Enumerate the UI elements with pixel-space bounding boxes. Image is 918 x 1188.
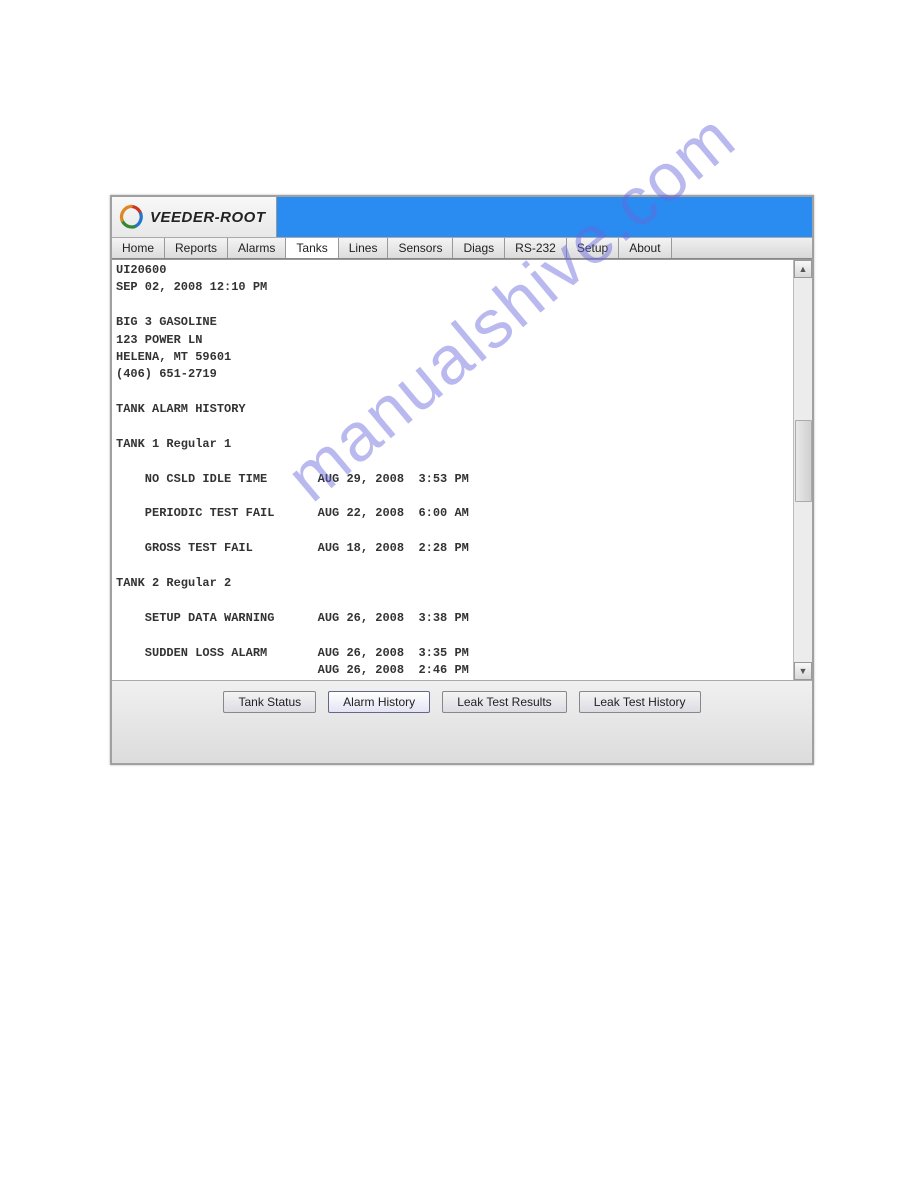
tab-lines[interactable]: Lines xyxy=(339,238,389,258)
tab-setup[interactable]: Setup xyxy=(567,238,619,258)
veeder-root-logo-icon xyxy=(118,204,144,230)
action-button-bar: Tank Status Alarm History Leak Test Result… xyxy=(112,680,812,763)
titlebar: VEEDER-ROOT xyxy=(112,197,812,237)
tab-diags[interactable]: Diags xyxy=(453,238,505,258)
logo-area: VEEDER-ROOT xyxy=(112,197,277,237)
tab-reports[interactable]: Reports xyxy=(165,238,228,258)
leak-test-results-button[interactable]: Leak Test Results xyxy=(442,691,567,713)
leak-test-history-button[interactable]: Leak Test History xyxy=(579,691,701,713)
tab-about[interactable]: About xyxy=(619,238,671,258)
tab-home[interactable]: Home xyxy=(112,238,165,258)
tab-alarms[interactable]: Alarms xyxy=(228,238,286,258)
alarm-history-button[interactable]: Alarm History xyxy=(328,691,430,713)
tab-tanks[interactable]: Tanks xyxy=(286,238,338,258)
app-window: VEEDER-ROOT HomeReportsAlarmsTanksLinesS… xyxy=(110,195,814,765)
report-content: UI20600 SEP 02, 2008 12:10 PM BIG 3 GASO… xyxy=(112,260,793,680)
content-wrap: UI20600 SEP 02, 2008 12:10 PM BIG 3 GASO… xyxy=(112,259,812,680)
scroll-down-icon[interactable]: ▼ xyxy=(794,662,812,680)
scroll-up-icon[interactable]: ▲ xyxy=(794,260,812,278)
tabbar: HomeReportsAlarmsTanksLinesSensorsDiagsR… xyxy=(112,237,812,259)
tank-status-button[interactable]: Tank Status xyxy=(223,691,316,713)
brand-text: VEEDER-ROOT xyxy=(150,209,266,226)
tab-rs232[interactable]: RS-232 xyxy=(505,238,567,258)
tab-sensors[interactable]: Sensors xyxy=(388,238,453,258)
vertical-scrollbar[interactable]: ▲ ▼ xyxy=(793,260,812,680)
scroll-thumb[interactable] xyxy=(795,420,812,502)
